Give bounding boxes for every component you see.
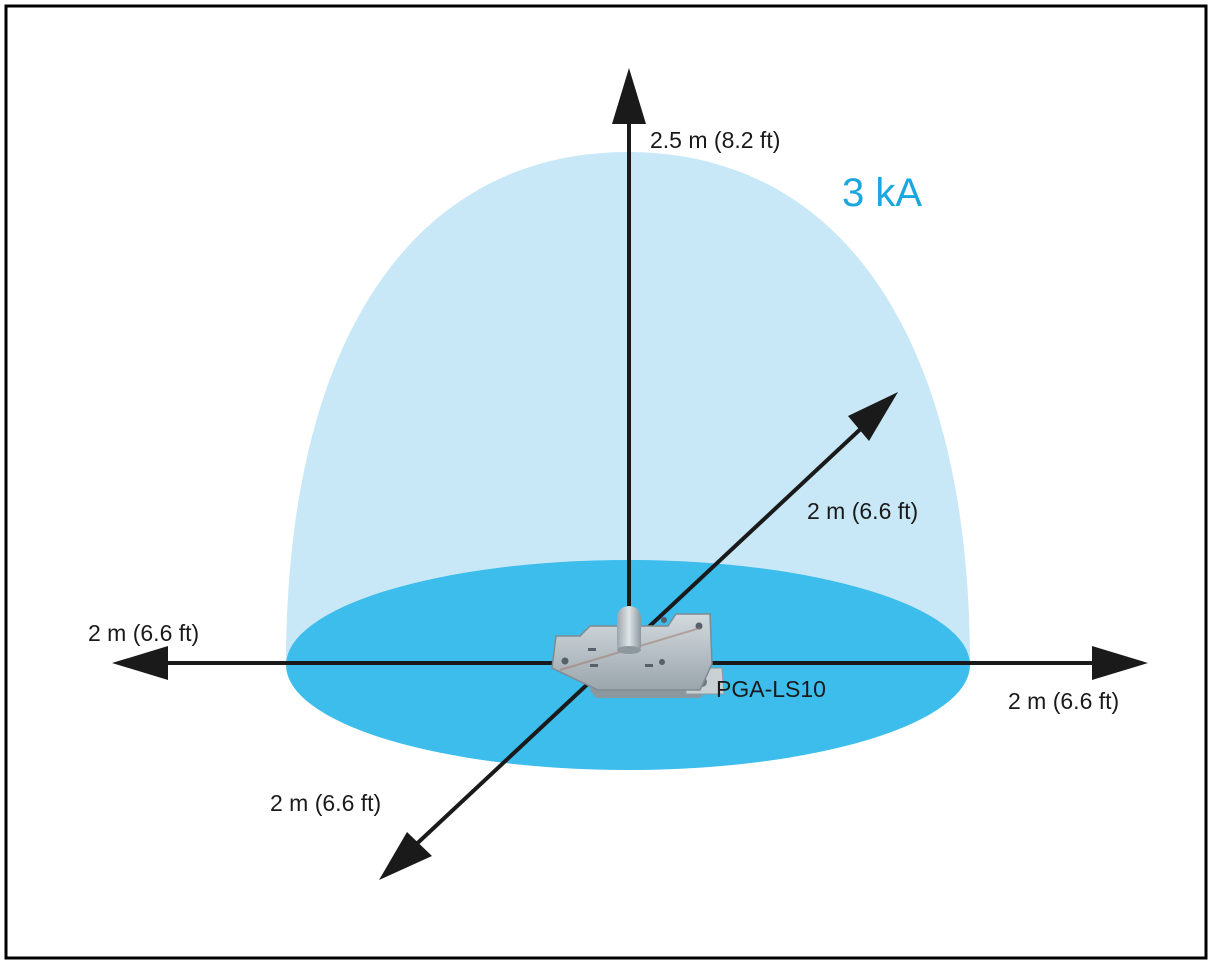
- right-arrowhead: [1092, 646, 1148, 680]
- device-label: PGA-LS10: [716, 676, 826, 702]
- lightning-sensor-device-icon: [551, 606, 725, 698]
- back-distance-label: 2 m (6.6 ft): [807, 498, 918, 524]
- back-arrowhead: [848, 392, 898, 441]
- front-distance-label: 2 m (6.6 ft): [270, 790, 381, 816]
- left-arrowhead: [112, 646, 168, 680]
- left-distance-label: 2 m (6.6 ft): [88, 620, 199, 646]
- current-label: 3 kA: [842, 171, 922, 215]
- right-distance-label: 2 m (6.6 ft): [1008, 688, 1119, 714]
- up-distance-label: 2.5 m (8.2 ft): [650, 127, 780, 153]
- up-arrowhead: [612, 68, 646, 124]
- arrowheads: [112, 68, 1148, 880]
- front-arrowhead: [379, 832, 432, 880]
